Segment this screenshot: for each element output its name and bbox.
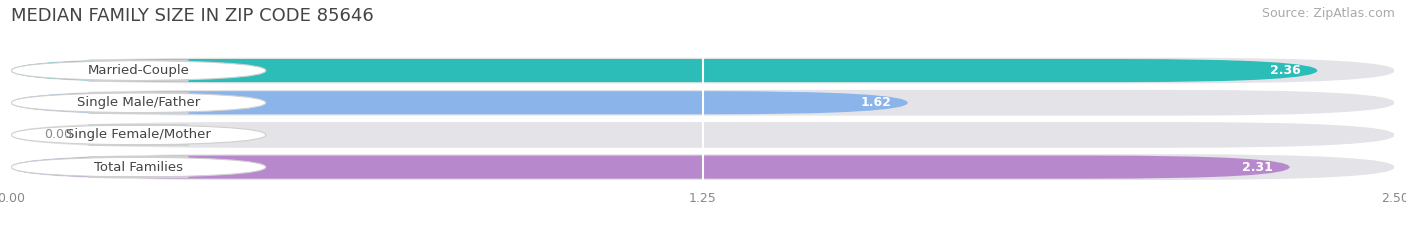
Text: Total Families: Total Families [94,161,183,174]
Text: Source: ZipAtlas.com: Source: ZipAtlas.com [1261,7,1395,20]
Text: Married-Couple: Married-Couple [87,64,190,77]
FancyBboxPatch shape [11,59,1317,82]
FancyBboxPatch shape [11,157,266,177]
Text: MEDIAN FAMILY SIZE IN ZIP CODE 85646: MEDIAN FAMILY SIZE IN ZIP CODE 85646 [11,7,374,25]
Text: Single Male/Father: Single Male/Father [77,96,200,109]
Text: Single Female/Mother: Single Female/Mother [66,128,211,141]
FancyBboxPatch shape [11,93,266,113]
FancyBboxPatch shape [11,91,908,114]
Text: 2.36: 2.36 [1270,64,1301,77]
FancyBboxPatch shape [11,58,1395,83]
FancyBboxPatch shape [11,154,1395,180]
Text: 2.31: 2.31 [1241,161,1272,174]
FancyBboxPatch shape [11,122,1395,148]
FancyBboxPatch shape [11,155,1289,179]
Text: 1.62: 1.62 [860,96,891,109]
FancyBboxPatch shape [11,90,1395,116]
Text: 0.00: 0.00 [45,128,73,141]
FancyBboxPatch shape [11,60,266,81]
FancyBboxPatch shape [11,125,266,145]
